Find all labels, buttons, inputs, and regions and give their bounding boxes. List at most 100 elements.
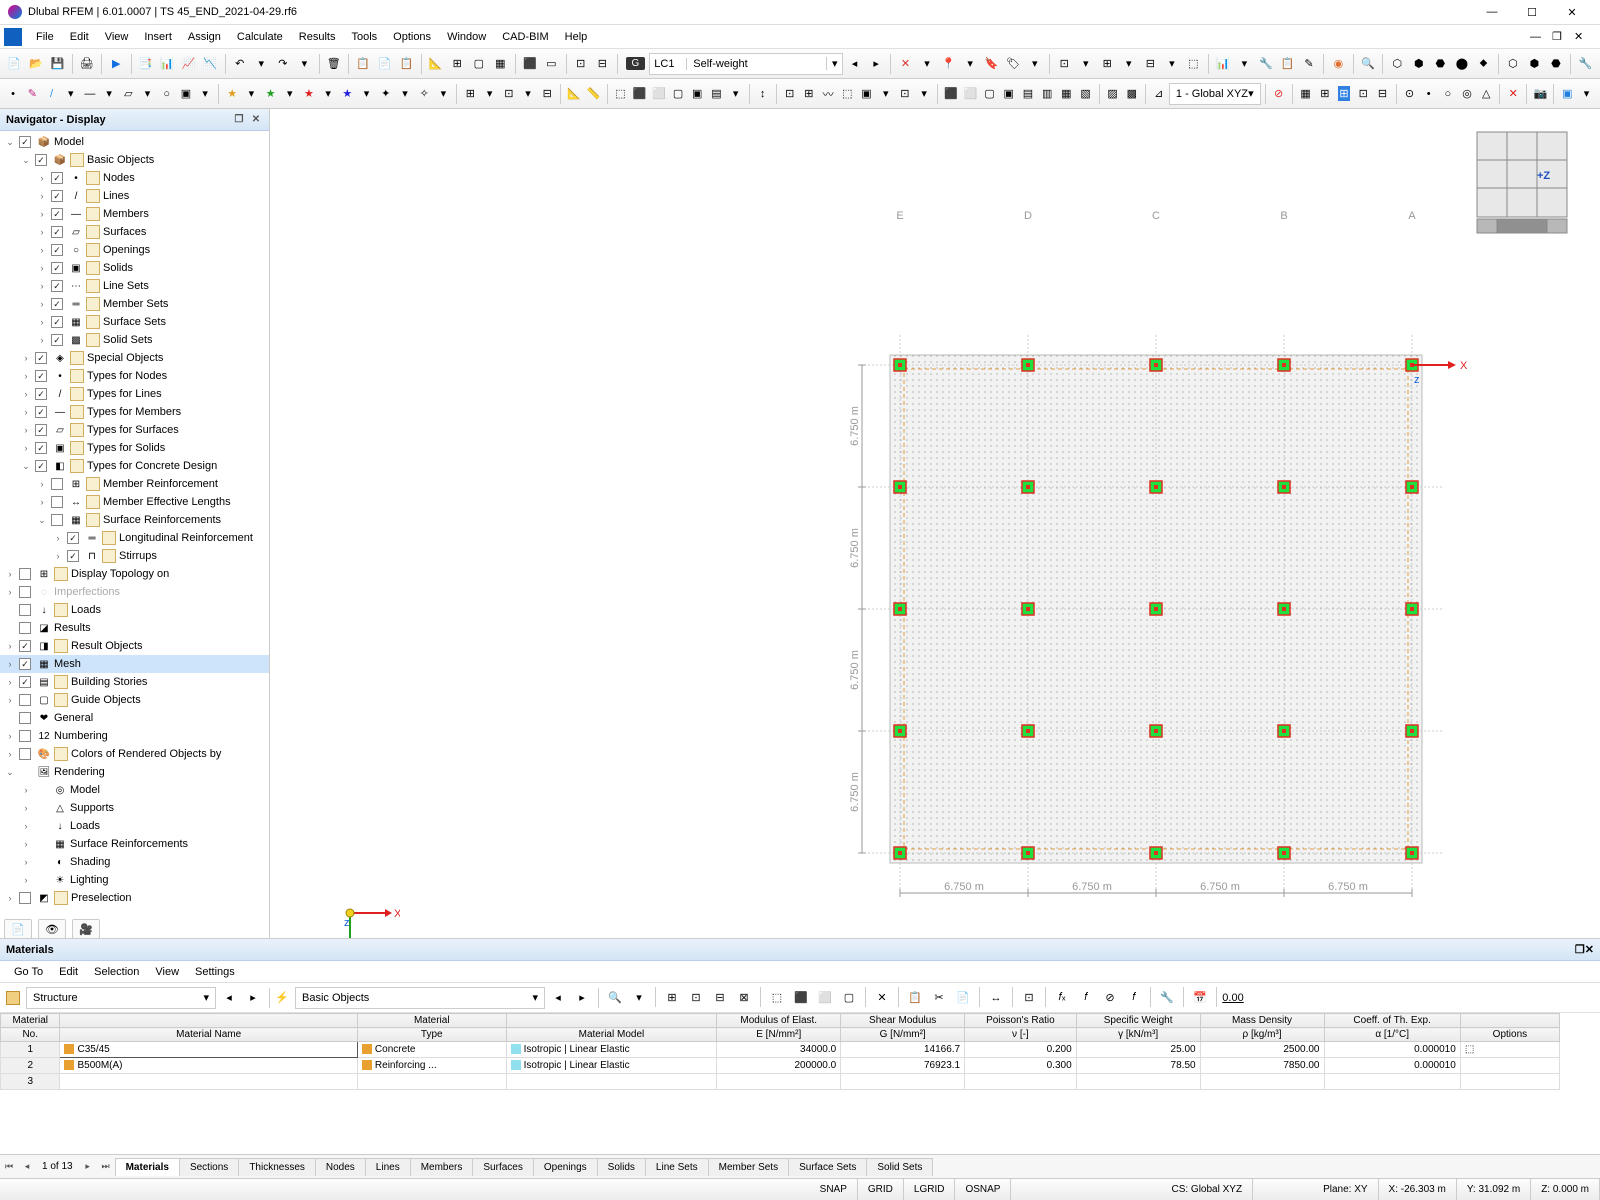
toolbar-button[interactable]: ⊡ [1054,53,1075,75]
toolbar-button[interactable]: ⊞ [461,83,479,105]
tree-checkbox[interactable] [35,388,47,400]
toolbar-button[interactable]: ⬚ [611,83,629,105]
tree-checkbox[interactable] [19,694,31,706]
materials-tb-button[interactable]: ⊠ [733,987,755,1009]
tree-node[interactable]: ›•Types for Nodes [0,367,269,385]
materials-tb-button[interactable]: 𝑓 [1075,987,1097,1009]
tree-node[interactable]: ›☀Lighting [0,871,269,889]
toolbar-button[interactable]: 🔧 [1256,53,1277,75]
toolbar-button[interactable]: ▥ [1038,83,1056,105]
toolbar-button[interactable]: ⬜ [650,83,668,105]
toolbar-button[interactable]: 📐 [425,53,446,75]
tree-node[interactable]: ›⊞Member Reinforcement [0,475,269,493]
toolbar-button[interactable]: ▾ [281,83,299,105]
materials-tb-button[interactable]: ✕ [871,987,893,1009]
materials-tb-button[interactable]: ⊟ [709,987,731,1009]
toolbar-button[interactable]: ▾ [319,83,337,105]
toolbar-button[interactable]: ◉ [1328,53,1349,75]
tree-checkbox[interactable] [51,208,63,220]
toolbar-button[interactable]: ✕ [895,53,916,75]
tree-node[interactable]: ›◩Preselection [0,889,269,907]
tree-node[interactable]: ›═Member Sets [0,295,269,313]
toolbar-button[interactable]: ▦ [490,53,511,75]
toolbar-button[interactable]: ✎ [1299,53,1320,75]
toolbar-button[interactable]: ▾ [1577,83,1595,105]
material-row[interactable]: 1C35/45ConcreteIsotropic | Linear Elasti… [1,1042,1560,1058]
toolbar-button[interactable]: ▾ [100,83,118,105]
tree-node[interactable]: ↓Loads [0,601,269,619]
toolbar-button[interactable]: ↶ [229,53,250,75]
bo-next-button[interactable]: ▸ [571,987,593,1009]
tree-checkbox[interactable] [51,478,63,490]
tree-checkbox[interactable] [51,244,63,256]
toolbar-button[interactable]: ⊘ [1270,83,1288,105]
toolbar-button[interactable]: ▾ [294,53,315,75]
toolbar-button[interactable]: — [81,83,99,105]
toolbar-button[interactable]: 〰 [819,83,837,105]
menu-insert[interactable]: Insert [136,28,180,46]
tab-thicknesses[interactable]: Thicknesses [238,1158,316,1176]
toolbar-button[interactable]: ▾ [1075,53,1096,75]
navigator-close-button[interactable]: ✕ [249,113,263,127]
toolbar-button[interactable]: ⊡ [781,83,799,105]
toolbar-button[interactable]: 🔧 [1575,53,1596,75]
toolbar-button[interactable]: △ [1477,83,1495,105]
menu-cad-bim[interactable]: CAD-BIM [494,28,556,46]
toolbar-button[interactable]: ▾ [396,83,414,105]
mdi-close-button[interactable]: ✕ [1574,30,1596,43]
toolbar-button[interactable]: 📏 [584,83,602,105]
toolbar-button[interactable]: 📍 [938,53,959,75]
toolbar-button[interactable]: 📷 [1531,83,1549,105]
material-row[interactable]: 2B500M(A)Reinforcing ...Isotropic | Line… [1,1058,1560,1074]
toolbar-button[interactable]: ✦ [377,83,395,105]
tree-checkbox[interactable] [19,892,31,904]
tree-node[interactable]: ›↓Loads [0,817,269,835]
tree-node[interactable]: ›▦Surface Reinforcements [0,835,269,853]
materials-tb-button[interactable]: ⊡ [1018,987,1040,1009]
toolbar-button[interactable]: ▭ [541,53,562,75]
tab-lines[interactable]: Lines [365,1158,411,1176]
materials-tb-button[interactable]: 𝑓ₓ [1051,987,1073,1009]
toolbar-button[interactable]: ⊟ [538,83,556,105]
navigation-cube[interactable]: +Z [1472,127,1572,237]
toolbar-button[interactable]: 📋 [353,53,374,75]
toolbar-button[interactable]: ✎ [23,83,41,105]
status-osnap[interactable]: OSNAP [955,1179,1011,1200]
toolbar-button[interactable]: ▣ [857,83,875,105]
menu-options[interactable]: Options [385,28,439,46]
materials-tb-button[interactable]: 📋 [904,987,926,1009]
model-viewport[interactable]: ABCDEXz6.750 m6.750 m6.750 m6.750 m6.750… [270,109,1600,938]
close-button[interactable]: ✕ [1552,1,1592,23]
tree-node[interactable]: ›▣Solids [0,259,269,277]
toolbar-button[interactable]: ⬛ [942,83,960,105]
menu-calculate[interactable]: Calculate [229,28,291,46]
toolbar-button[interactable]: ▣ [177,83,195,105]
toolbar-button[interactable]: 📊 [157,53,178,75]
toolbar-button[interactable]: ◎ [1458,83,1476,105]
tree-node[interactable]: ›◨Result Objects [0,637,269,655]
tree-checkbox[interactable] [51,334,63,346]
tree-checkbox[interactable] [35,370,47,382]
toolbar-button[interactable]: ▣ [1558,83,1576,105]
materials-menu-go-to[interactable]: Go To [6,964,51,980]
tree-checkbox[interactable] [19,712,31,724]
toolbar-button[interactable]: 📄 [4,53,25,75]
materials-menu-view[interactable]: View [147,964,187,980]
menu-assign[interactable]: Assign [180,28,229,46]
toolbar-button[interactable]: 📊 [1213,53,1234,75]
toolbar-button[interactable]: ◂ [844,53,865,75]
toolbar-button[interactable]: 📐 [565,83,583,105]
tree-node[interactable]: ›—Members [0,205,269,223]
tree-node[interactable]: ›▩Solid Sets [0,331,269,349]
toolbar-button[interactable]: ▾ [251,53,272,75]
tree-node[interactable]: ⌄🖼Rendering [0,763,269,781]
toolbar-button[interactable]: ▾ [1234,53,1255,75]
toolbar-button[interactable]: ★ [223,83,241,105]
basic-objects-select[interactable]: Basic Objects▾ [295,987,545,1009]
structure-prev-button[interactable]: ◂ [218,987,240,1009]
toolbar-button[interactable]: 📂 [26,53,47,75]
toolbar-button[interactable]: 🔖 [981,53,1002,75]
tree-node[interactable]: ›▤Building Stories [0,673,269,691]
toolbar-button[interactable]: 📋 [396,53,417,75]
materials-tb-button[interactable]: 🔍 [604,987,626,1009]
